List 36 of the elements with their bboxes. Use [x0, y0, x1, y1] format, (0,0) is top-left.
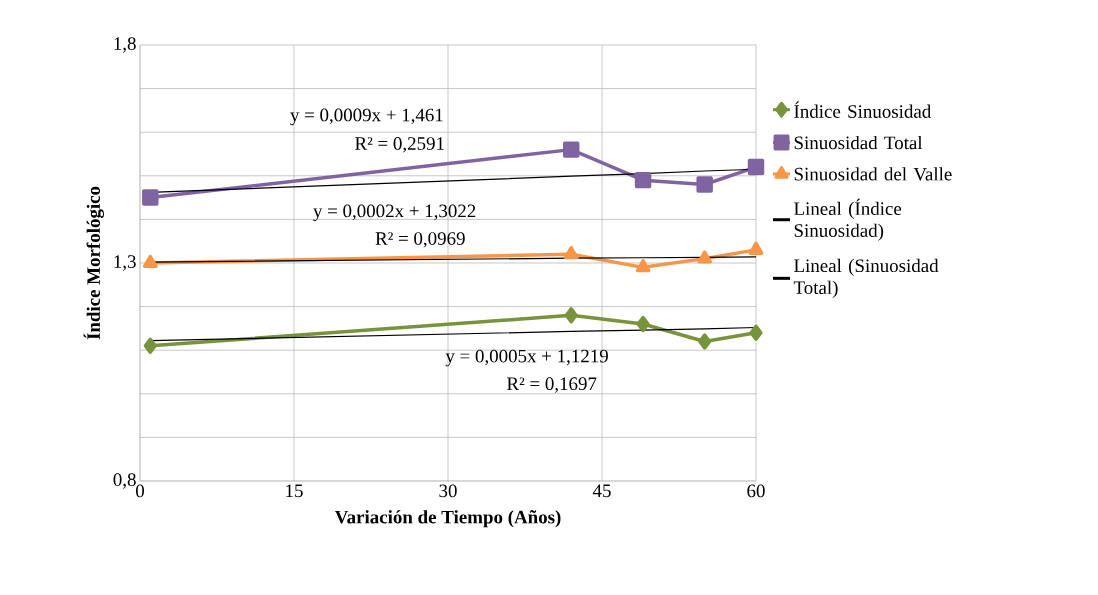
legend-label: Lineal (Índice Sinuosidad)	[794, 198, 902, 241]
x-tick-label: 45	[592, 484, 611, 498]
x-tick-label: 30	[439, 484, 457, 498]
legend-label: Sinuosidad Total	[794, 135, 923, 150]
point	[747, 158, 765, 176]
legend-label: Lineal (Sinuosidad Total)	[793, 258, 939, 298]
x-tick-label: 15	[286, 484, 303, 498]
annotation: y = 0,0009x + 1,461	[290, 108, 443, 126]
x-tick-label: 60	[747, 484, 765, 498]
annotation: y = 0,0002x + 1,3022	[313, 204, 476, 222]
point	[636, 315, 650, 333]
point	[143, 337, 157, 355]
point	[562, 141, 580, 158]
point	[697, 250, 713, 264]
annotation: R² = 0,2591	[355, 137, 444, 153]
point	[634, 171, 652, 189]
legend-label: Índice Sinuosidad	[794, 101, 932, 118]
point	[142, 254, 158, 268]
legend-label: Sinuosidad del Valle	[794, 167, 952, 181]
point	[696, 176, 713, 193]
point	[564, 307, 578, 324]
point	[635, 259, 651, 273]
y-tick-label: 0,8	[113, 473, 136, 489]
x-tick-label: 0	[136, 484, 145, 498]
annotation: y = 0,0005x + 1,1219	[445, 349, 608, 367]
y-tick-label: 1,8	[114, 37, 136, 53]
point	[748, 241, 764, 255]
point	[749, 324, 763, 341]
point	[698, 333, 712, 350]
x-axis-title: Variación de Tiempo (Años)	[334, 510, 561, 528]
y-axis-title: Índice Morfológico	[83, 186, 104, 340]
y-tick-label: 1,3	[114, 255, 136, 271]
annotation: R² = 0,0969	[375, 232, 465, 248]
point	[563, 246, 579, 260]
annotation: R² = 0,1697	[507, 377, 597, 393]
point	[142, 189, 159, 206]
